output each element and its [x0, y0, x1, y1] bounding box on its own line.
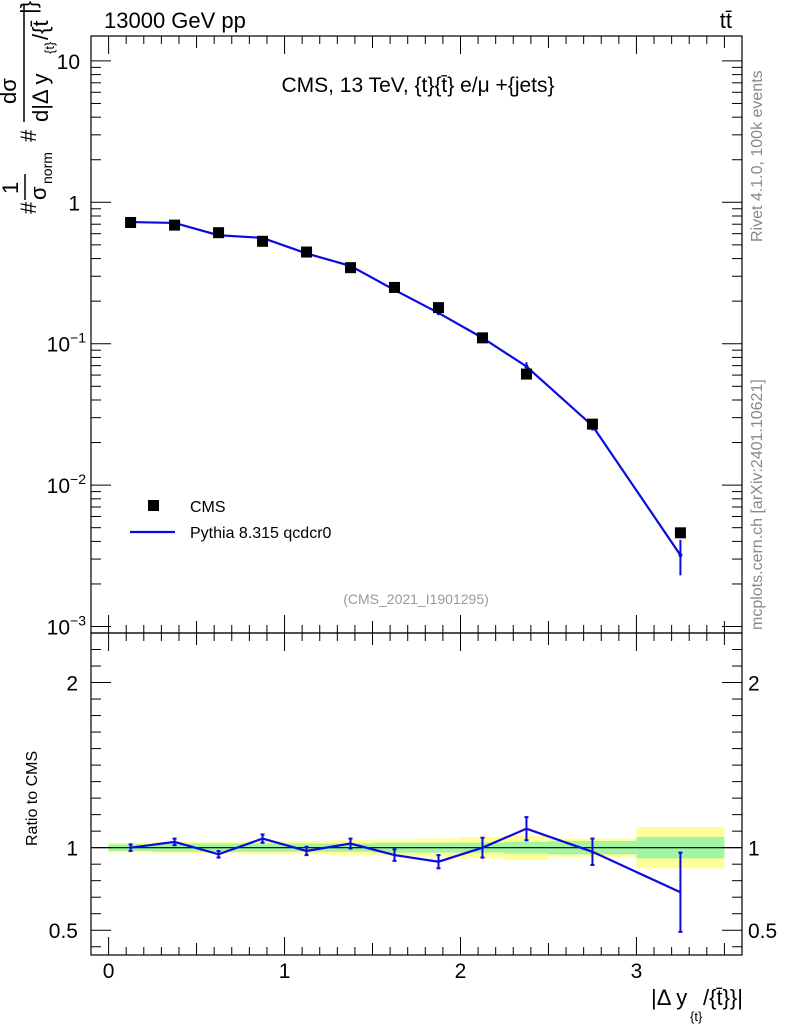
y-axis-label-close: |} [16, 1, 41, 14]
svg-text:/{t̄: /{t̄ [28, 20, 53, 40]
x-tick-label: 1 [279, 960, 291, 983]
legend-label-cms: CMS [190, 499, 226, 516]
svg-text:dσ: dσ [0, 78, 21, 104]
ratio-panel: 0.5 0.5 1 1 2 2 Ratio to CMS 0 1 2 3 |Δ y {t} /{… [24, 632, 777, 1024]
y-axis-label-t: {t} [42, 41, 57, 54]
svg-text:{t}: {t} [42, 41, 57, 54]
data-point [432, 302, 444, 314]
ratio-panel-frame [90, 632, 743, 956]
svg-text:|Δ y: |Δ y [651, 985, 687, 1010]
x-axis-label-t: {t} [690, 1009, 703, 1024]
x-axis-label-dy: |Δ y [651, 985, 687, 1010]
chart-title: CMS, 13 TeV, {t}{t̄} e/μ +{jets} [281, 74, 554, 97]
mc-point [678, 553, 683, 558]
main-panel-frame [90, 35, 743, 634]
ratio-tick-label-right: 1 [748, 838, 760, 861]
side-label-rivet: Rivet 4.1.0, 100k events [749, 70, 766, 242]
mc-series-line [130, 220, 682, 556]
data-point [345, 262, 357, 274]
x-axis-label-tbar: /{t̄}}| [703, 985, 743, 1010]
legend-marker-cms [148, 500, 159, 511]
data-point [674, 527, 686, 539]
data-point [476, 332, 488, 344]
ratio-tick-label-right: 0.5 [748, 920, 777, 943]
ratio-tick-label-left: 1 [66, 838, 78, 861]
side-label-mcplots: mcplots.cern.ch [arXiv:2401.10621] [749, 379, 766, 630]
y-axis-label-norm: norm [39, 152, 55, 184]
data-point [257, 235, 269, 247]
ratio-mc-line [130, 827, 681, 894]
data-point [520, 368, 532, 380]
x-tick-label: 2 [455, 960, 467, 983]
legend-label-mc: Pythia 8.315 qcdcr0 [190, 525, 332, 542]
svg-text:norm: norm [39, 152, 55, 184]
legend: CMS Pythia 8.315 qcdcr0 [130, 499, 332, 542]
data-point [125, 216, 137, 228]
y-tick-label: 10 [57, 51, 80, 74]
ratio-tick-label-right: 2 [748, 673, 760, 696]
x-axis-label: |Δ y {t} /{t̄}}| [651, 985, 743, 1024]
y-axis-label-sigma: σ [26, 186, 51, 200]
mc-point [524, 364, 529, 369]
header-collision: 13000 GeV pp [104, 8, 246, 33]
svg-text:#: # [16, 129, 41, 142]
ratio-axis-label: Ratio to CMS [24, 751, 41, 846]
y-axis-label: # 1 σ norm # dσ d|Δ y {t} /{t̄ |} [0, 1, 57, 214]
y-axis-label-hash2: # [16, 129, 41, 142]
y-axis-label-dsigma: dσ [0, 78, 21, 104]
main-panel: CMS, 13 TeV, {t}{t̄} e/μ +{jets} (CMS_20… [0, 1, 743, 640]
ratio-tick-label-left: 2 [66, 673, 78, 696]
svg-text:/{t̄}}|: /{t̄}}| [703, 985, 743, 1010]
y-tick-label: 10−1 [47, 330, 87, 357]
y-tick-label: 1 [68, 192, 80, 215]
y-axis-label-tbar: /{t̄ [28, 20, 53, 40]
svg-text:{t}: {t} [690, 1009, 703, 1024]
x-tick-label: 0 [103, 960, 115, 983]
y-tick-label: 10−3 [47, 613, 87, 640]
ratio-tick-label-left: 0.5 [49, 920, 78, 943]
x-tick-label: 3 [631, 960, 643, 983]
svg-text:d|Δ y: d|Δ y [28, 73, 53, 122]
data-point [301, 246, 313, 258]
data-point [169, 219, 181, 231]
chart-watermark: (CMS_2021_I1901295) [343, 591, 489, 607]
svg-text:|}: |} [16, 1, 41, 14]
svg-text:#: # [16, 201, 41, 214]
data-point [213, 227, 225, 239]
svg-text:1: 1 [0, 182, 23, 194]
y-axis-label-dy: d|Δ y [28, 73, 53, 122]
y-axis-label-hash1: # [16, 201, 41, 214]
y-tick-label: 10−2 [47, 471, 87, 498]
header-process: tt̄ [720, 8, 732, 33]
y-axis-label-one: 1 [0, 182, 23, 194]
svg-text:σ: σ [26, 186, 51, 200]
data-point [389, 281, 401, 293]
data-point [586, 418, 598, 430]
